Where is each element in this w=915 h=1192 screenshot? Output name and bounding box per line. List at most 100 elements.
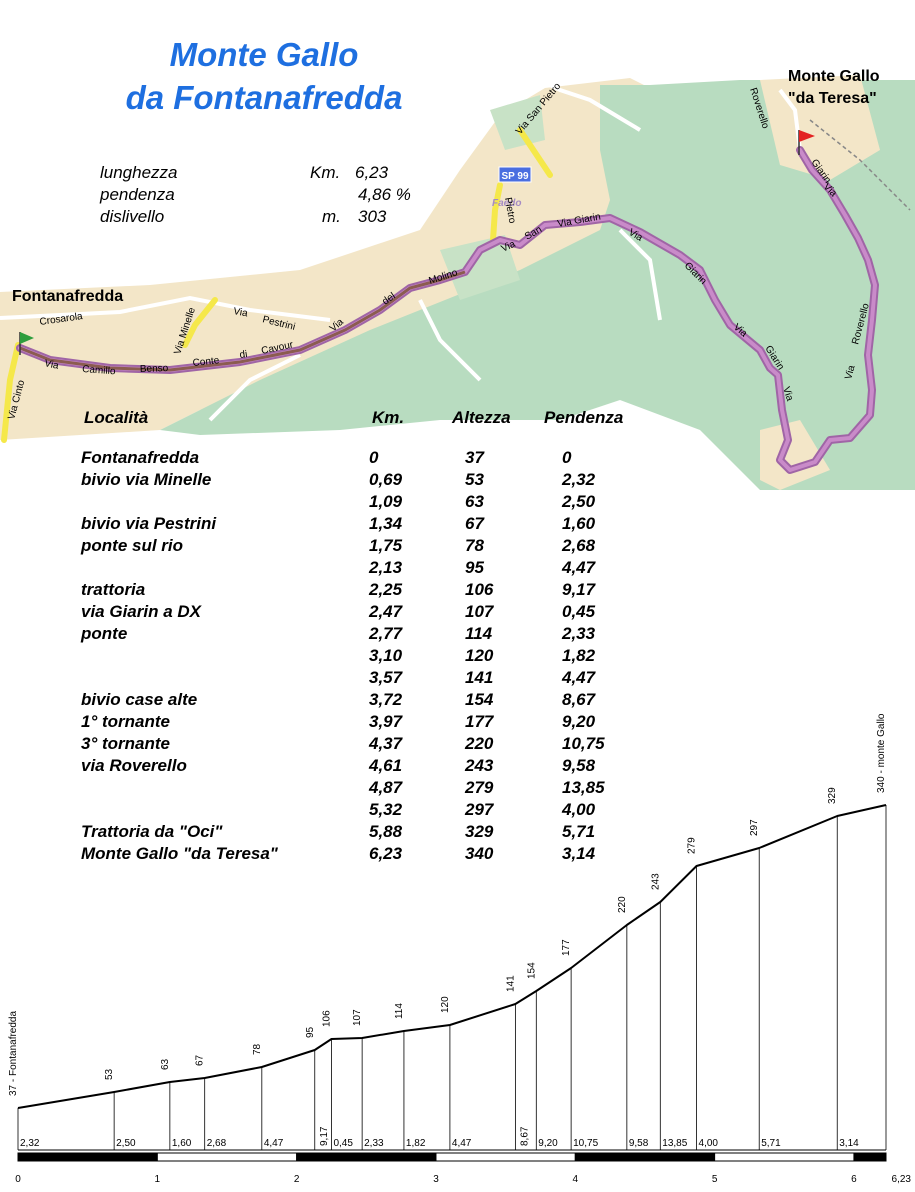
- map-end-label-1: Monte Gallo: [788, 68, 880, 85]
- table-cell-km: 2,25: [369, 580, 403, 599]
- page-title-line-2: da Fontanafredda: [125, 79, 403, 116]
- profile-km-tick-label: 5: [712, 1174, 718, 1185]
- stat-length-value: 6,23: [355, 163, 389, 182]
- table-cell-km: 1,75: [369, 536, 403, 555]
- profile-km-tick-label: 3: [433, 1174, 439, 1185]
- table-cell-altitude: 120: [465, 646, 494, 665]
- table-cell-place: bivio via Minelle: [81, 470, 212, 489]
- table-row: via Giarin a DX 2,47 107 0,45: [0, 602, 700, 624]
- profile-altitude-label: 279: [687, 837, 698, 854]
- table-cell-altitude: 107: [465, 602, 494, 621]
- profile-gradient-label: 0,45: [333, 1138, 353, 1149]
- street-label: di: [239, 349, 248, 361]
- table-cell-km: 2,47: [369, 602, 403, 621]
- table-row: via Roverello 4,61 243 9,58: [0, 756, 700, 778]
- table-cell-place: bivio via Pestrini: [81, 514, 217, 533]
- table-cell-place: bivio case alte: [81, 690, 198, 709]
- table-cell-altitude: 141: [465, 668, 494, 687]
- end-flag-icon: [798, 130, 815, 155]
- profile-gradient-label: 8,67: [519, 1126, 530, 1146]
- profile-altitude-label: 53: [104, 1068, 115, 1080]
- profile-altitude-label: 120: [440, 996, 451, 1013]
- table-cell-km: 2,13: [369, 558, 403, 577]
- profile-gradient-label: 1,60: [172, 1138, 192, 1149]
- table-row: Trattoria da "Oci" 5,88 329 5,71: [0, 822, 700, 844]
- map-trail: [809, 119, 911, 211]
- table-cell-altitude: 177: [465, 712, 494, 731]
- profile-km-bar-segment: [156, 1152, 298, 1162]
- stat-elevation-label: dislivello: [100, 207, 165, 226]
- profile-altitude-label: 114: [394, 1003, 405, 1019]
- table-row: 2,13 95 4,47: [0, 558, 700, 580]
- profile-km-tick-label: 2: [294, 1174, 300, 1185]
- table-header-place: Località: [84, 408, 149, 427]
- table-cell-km: 3,10: [369, 646, 403, 665]
- profile-km-bar-segment: [714, 1152, 855, 1162]
- profile-km-tick-label: 0: [15, 1174, 21, 1185]
- street-label: Via: [780, 386, 795, 403]
- table-cell-gradient: 9,58: [562, 756, 596, 775]
- table-header-km: Km.: [372, 408, 405, 427]
- stat-length-label: lunghezza: [100, 163, 178, 182]
- profile-gradient-label: 5,71: [761, 1138, 781, 1149]
- table-row: bivio case alte 3,72 154 8,67: [0, 690, 700, 712]
- profile-altitude-label: 67: [195, 1054, 206, 1066]
- profile-gradient-label: 9,17: [319, 1126, 330, 1146]
- profile-altitude-label: 95: [305, 1026, 316, 1038]
- table-cell-gradient: 9,20: [562, 712, 596, 731]
- profile-altitude-label: 340 - monte Gallo: [876, 713, 887, 793]
- profile-km-bar-segment: [853, 1152, 887, 1162]
- profile-km-tick-label: 6,23: [892, 1174, 912, 1185]
- table-cell-gradient: 1,82: [562, 646, 596, 665]
- table-cell-km: 3,72: [369, 690, 403, 709]
- table-cell-gradient: 1,60: [562, 514, 596, 533]
- route-map: SP 99 Faedo Crosarola Via Cinto Via Cami…: [0, 75, 915, 490]
- profile-gradient-label: 1,82: [406, 1138, 426, 1149]
- table-cell-gradient: 0: [562, 448, 572, 467]
- profile-altitude-label: 106: [321, 1010, 332, 1027]
- table-cell-altitude: 53: [465, 470, 484, 489]
- table-cell-gradient: 4,00: [562, 800, 596, 819]
- table-cell-place: trattoria: [81, 580, 146, 599]
- table-row: 3,57 141 4,47: [0, 668, 700, 690]
- page-title-line-1: Monte Gallo: [169, 36, 359, 73]
- profile-gradient-label: 10,75: [573, 1138, 598, 1149]
- table-header-altitude: Altezza: [452, 408, 511, 427]
- profile-gradient-label: 4,47: [264, 1138, 284, 1149]
- table-cell-km: 0,69: [369, 470, 403, 489]
- street-label: Camillo: [82, 364, 116, 377]
- profile-altitude-label: 177: [561, 939, 572, 956]
- map-start-label: Fontanafredda: [12, 288, 124, 305]
- table-cell-gradient: 4,47: [562, 558, 596, 577]
- table-cell-gradient: 4,47: [562, 668, 596, 687]
- table-cell-km: 3,57: [369, 668, 403, 687]
- town-label-faedo: Faedo: [492, 198, 521, 209]
- street-label: Via: [43, 358, 60, 372]
- table-cell-altitude: 340: [465, 844, 494, 863]
- profile-km-bar-segment: [435, 1152, 576, 1162]
- profile-km-bar-segment: [17, 1152, 158, 1162]
- table-cell-altitude: 95: [465, 558, 484, 577]
- stat-elevation-value: 303: [358, 207, 387, 226]
- table-cell-gradient: 0,45: [562, 602, 596, 621]
- table-cell-altitude: 243: [465, 756, 494, 775]
- table-row: Fontanafredda 0 37 0: [0, 448, 700, 470]
- profile-altitude-label: 220: [617, 896, 628, 913]
- table-cell-gradient: 9,17: [562, 580, 596, 599]
- table-cell-km: 6,23: [369, 844, 403, 863]
- table-row: 3° tornante 4,37 220 10,75: [0, 734, 700, 756]
- table-cell-gradient: 2,32: [562, 470, 596, 489]
- profile-altitude-label: 78: [252, 1043, 263, 1055]
- street-label: Benso: [140, 363, 169, 375]
- table-cell-km: 4,37: [369, 734, 403, 753]
- table-cell-gradient: 5,71: [562, 822, 596, 841]
- table-cell-place: Monte Gallo "da Teresa": [81, 844, 278, 863]
- table-row: 1° tornante 3,97 177 9,20: [0, 712, 700, 734]
- table-cell-km: 4,61: [369, 756, 403, 775]
- table-row: trattoria 2,25 106 9,17: [0, 580, 700, 602]
- profile-km-tick-label: 6: [851, 1174, 857, 1185]
- table-cell-place: via Giarin a DX: [81, 602, 201, 621]
- map-green-patch: [440, 235, 520, 300]
- table-row: 1,09 63 2,50: [0, 492, 700, 514]
